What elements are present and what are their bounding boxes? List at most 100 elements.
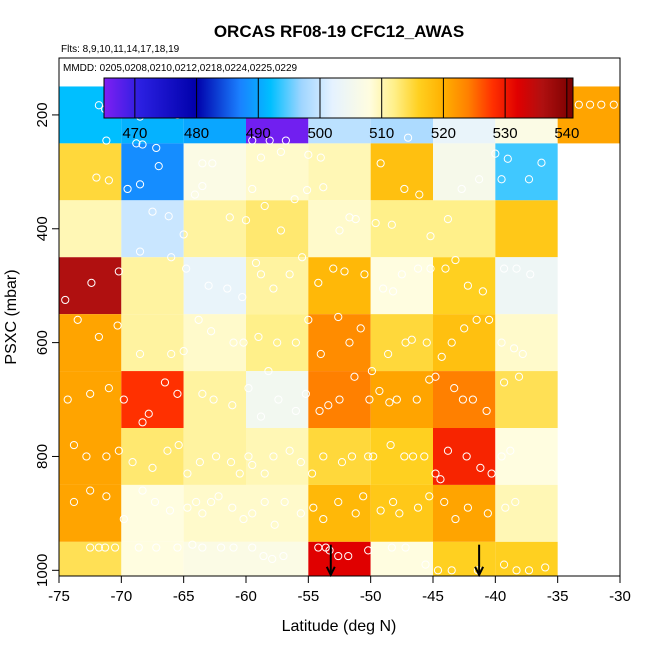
- sample-point: [356, 324, 365, 333]
- sample-point: [472, 315, 481, 324]
- heatmap-cell: [183, 314, 246, 372]
- sample-point: [198, 159, 207, 168]
- sample-point: [337, 458, 347, 467]
- sample-point: [478, 287, 487, 296]
- colorbar-tick-label: 470: [122, 125, 147, 142]
- heatmap-cell: [59, 371, 122, 428]
- heatmap-cell: [121, 428, 184, 485]
- sample-point: [270, 520, 279, 529]
- y-tick-label: 200: [34, 102, 51, 127]
- x-axis: -75 -70 -65 -60 -55 -50 -45 -40 -35 -30: [48, 576, 631, 605]
- sample-point: [334, 312, 343, 322]
- sample-point: [426, 232, 435, 241]
- sample-point: [239, 338, 248, 347]
- sample-point: [69, 497, 79, 507]
- sample-point: [198, 389, 207, 398]
- sample-point: [485, 315, 494, 324]
- x-tick-label: -65: [173, 588, 195, 605]
- sample-point: [365, 395, 374, 404]
- sample-point: [514, 372, 524, 381]
- sample-point: [371, 218, 380, 228]
- sample-point: [497, 338, 506, 347]
- sample-point: [296, 458, 305, 467]
- sample-point: [512, 264, 521, 273]
- heatmap-cell: [59, 484, 122, 542]
- sample-point: [487, 469, 496, 478]
- sample-point: [463, 503, 473, 512]
- sample-point: [228, 401, 237, 410]
- sample-point: [491, 149, 500, 158]
- sample-point: [183, 469, 192, 478]
- sample-point: [499, 378, 509, 387]
- sample-point: [441, 264, 450, 273]
- sample-point: [229, 543, 238, 552]
- sample-point: [360, 270, 369, 279]
- sample-point: [386, 440, 395, 450]
- sample-point: [192, 497, 201, 507]
- heatmap-cell: [121, 484, 184, 542]
- sample-point: [302, 185, 312, 195]
- heatmap-cell: [121, 200, 184, 258]
- heatmap-cell: [246, 371, 309, 428]
- sample-point: [248, 543, 257, 552]
- heatmap-cell: [495, 143, 558, 201]
- sample-point: [537, 158, 546, 167]
- sample-point: [86, 543, 95, 552]
- sample-point: [238, 292, 247, 302]
- sample-point: [447, 566, 456, 575]
- sample-point: [511, 497, 520, 507]
- sample-point: [482, 406, 491, 416]
- sample-point: [195, 458, 204, 467]
- sample-point: [206, 327, 216, 336]
- sample-point: [114, 446, 123, 455]
- sample-point: [132, 139, 141, 148]
- sample-point: [501, 503, 510, 512]
- sample-point: [251, 258, 261, 268]
- x-tick-label: -55: [297, 588, 319, 605]
- sample-point: [256, 153, 266, 162]
- colorbar-tick-label: 510: [369, 125, 394, 142]
- sample-point: [273, 338, 282, 347]
- dates-subtitle: MMDD: 0205,0208,0210,0212,0218,0224,0225…: [63, 63, 298, 74]
- sample-point: [226, 458, 236, 467]
- sample-point: [422, 338, 431, 347]
- sample-point: [334, 551, 343, 561]
- sample-point: [82, 452, 91, 461]
- sample-point: [269, 284, 278, 293]
- sample-point: [94, 543, 103, 552]
- sample-point: [182, 264, 191, 273]
- sample-point: [395, 509, 404, 518]
- x-tick-label: -70: [110, 588, 132, 605]
- sample-point: [431, 372, 440, 381]
- sample-point: [335, 395, 344, 404]
- sample-point: [304, 150, 313, 159]
- sample-point: [298, 253, 307, 262]
- sample-point: [135, 349, 145, 359]
- heatmap-cell: [433, 428, 496, 485]
- heatmap-cell: [370, 371, 433, 428]
- heatmap-cell: [246, 541, 309, 576]
- heatmap-cell: [183, 484, 246, 542]
- sample-point: [506, 446, 515, 455]
- sample-point: [94, 101, 103, 110]
- sample-point: [304, 315, 313, 324]
- sample-point: [280, 497, 289, 507]
- sample-point: [198, 543, 207, 552]
- y-tick-label: 1000: [34, 554, 51, 587]
- sample-point: [190, 190, 199, 199]
- sample-point: [307, 469, 317, 478]
- colorbar-tick-label: 530: [493, 125, 518, 142]
- x-tick-label: -40: [484, 588, 506, 605]
- colorbar-ticks: 470 480 490 500 510 520 530 540: [122, 78, 579, 142]
- sample-point: [387, 220, 396, 229]
- sample-point: [164, 212, 173, 221]
- heatmap-cell: [246, 200, 309, 258]
- surface-arrows: [325, 544, 485, 578]
- heatmap-cell: [59, 541, 122, 576]
- sample-point: [228, 503, 237, 512]
- heatmap-cell: [183, 257, 246, 315]
- sample-point: [167, 253, 176, 262]
- sample-point: [229, 338, 238, 347]
- colorbar-tick-label: 540: [554, 125, 579, 142]
